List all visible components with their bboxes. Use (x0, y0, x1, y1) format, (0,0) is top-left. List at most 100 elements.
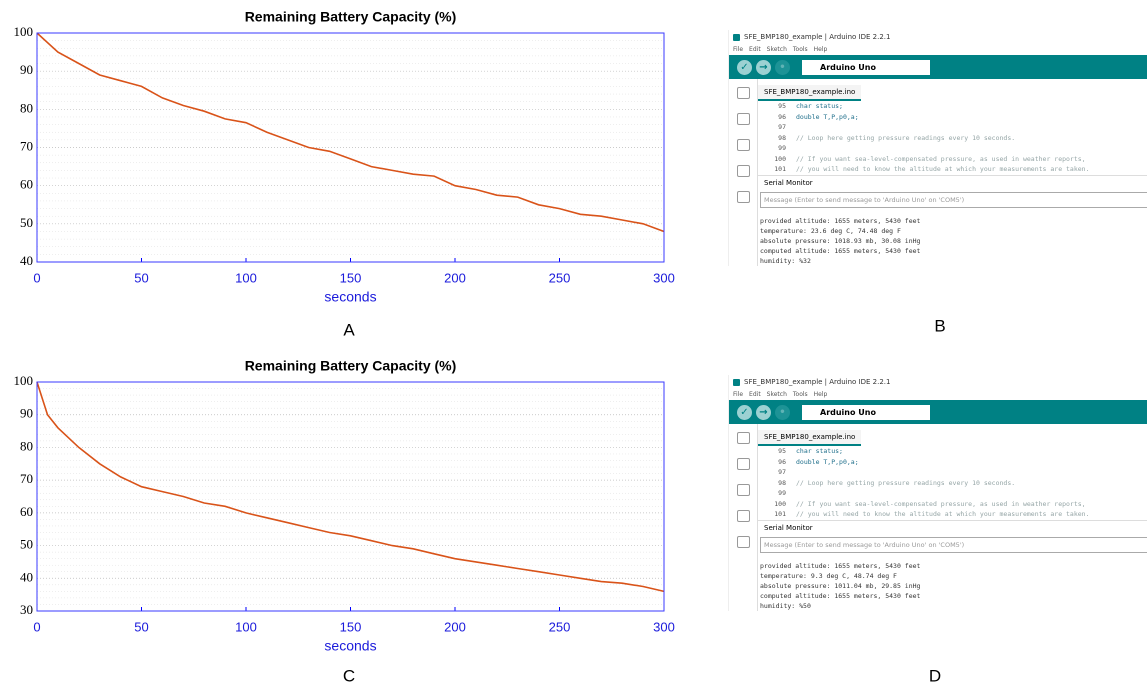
sidebar-icon (737, 191, 750, 203)
y-tick-label: 30 (20, 602, 33, 617)
output-line: temperature: 9.3 deg C, 48.74 deg F (760, 571, 1147, 581)
output-line: temperature: 23.6 deg C, 74.48 deg F (760, 226, 1147, 236)
code-text: // you will need to know the altitude at… (796, 510, 1090, 518)
code-text: char status; (796, 447, 843, 455)
code-text: // If you want sea-level-compensated pre… (796, 500, 1086, 508)
debug-button: • (775, 60, 790, 75)
serial-output: provided altitude: 1655 meters, 5430 fee… (758, 561, 1147, 611)
y-tick-label: 90 (20, 62, 33, 77)
line-number: 95 (758, 447, 786, 455)
output-line: absolute pressure: 1011.04 mb, 29.85 inH… (760, 581, 1147, 591)
sidebar (729, 79, 758, 266)
code-line: 99 (758, 143, 1147, 154)
menu-item: Edit (749, 46, 761, 53)
line-number: 96 (758, 113, 786, 121)
y-tick-label: 50 (20, 537, 33, 552)
x-axis-label: seconds (324, 638, 376, 654)
menu-item: Sketch (767, 46, 787, 53)
sidebar-icon (737, 484, 750, 496)
code-line: 97 (758, 467, 1147, 478)
code-line: 98// Loop here getting pressure readings… (758, 478, 1147, 489)
x-tick-label: 250 (549, 619, 571, 634)
x-tick-label: 50 (134, 619, 148, 634)
app-icon (733, 34, 740, 41)
menu-item: Help (814, 391, 828, 398)
code-text: double T,P,p0,a; (796, 113, 859, 121)
sidebar-icon (737, 87, 750, 99)
y-tick-label: 70 (20, 138, 33, 153)
y-tick-label: 60 (20, 504, 33, 519)
line-number: 97 (758, 123, 786, 131)
code-line: 97 (758, 122, 1147, 133)
data-line (37, 33, 664, 232)
x-tick-label: 300 (653, 619, 675, 634)
line-number: 100 (758, 155, 786, 163)
line-number: 100 (758, 500, 786, 508)
line-number: 101 (758, 165, 786, 173)
upload-button: → (756, 60, 771, 75)
verify-button: ✓ (737, 405, 752, 420)
x-tick-label: 200 (444, 270, 466, 285)
board-select: Arduino Uno (802, 405, 930, 420)
x-tick-label: 150 (340, 619, 362, 634)
code-line: 99 (758, 488, 1147, 499)
code-line: 96 double T,P,p0,a; (758, 112, 1147, 123)
line-number: 98 (758, 134, 786, 142)
verify-button: ✓ (737, 60, 752, 75)
sidebar (729, 424, 758, 611)
menu-item: Tools (793, 46, 808, 53)
code-line: 98// Loop here getting pressure readings… (758, 133, 1147, 144)
code: 95 char status; 96 double T,P,p0,a; 97 98// L… (758, 101, 1147, 175)
x-tick-label: 200 (444, 619, 466, 634)
code-text: double T,P,p0,a; (796, 458, 859, 466)
app-icon (733, 379, 740, 386)
main: SFE_BMP180_example.ino95char status;96do… (729, 424, 1147, 611)
plot-frame (37, 33, 664, 262)
menu-item: File (733, 46, 743, 53)
serial-monitor: Serial Monitor Message (Enter to send mes… (758, 175, 1147, 266)
sidebar-icon (737, 536, 750, 548)
output-line: provided altitude: 1655 meters, 5430 fee… (760, 216, 1147, 226)
window-title: SFE_BMP180_example | Arduino IDE 2.2.1 (744, 33, 890, 41)
output-line: humidity: %32 (760, 256, 1147, 266)
x-tick-label: 300 (653, 270, 675, 285)
y-tick-label: 100 (14, 373, 34, 388)
debug-button: • (775, 405, 790, 420)
x-tick-label: 0 (33, 619, 40, 634)
line-number: 97 (758, 468, 786, 476)
menu-item: Edit (749, 391, 761, 398)
serial-title: Serial Monitor (758, 521, 1147, 535)
title-bar: SFE_BMP180_example | Arduino IDE 2.2.1 (729, 375, 1147, 389)
menu-item: Tools (793, 391, 808, 398)
sidebar-icon (737, 165, 750, 177)
title-bar: SFE_BMP180_example | Arduino IDE 2.2.1 (729, 30, 1147, 44)
message-input: Message (Enter to send message to 'Ardui… (760, 192, 1147, 208)
y-tick-label: 90 (20, 406, 33, 421)
x-tick-label: 0 (33, 270, 40, 285)
output-line: computed altitude: 1655 meters, 5430 fee… (760, 591, 1147, 601)
figure: Remaining Battery Capacity (%)4050607080… (0, 0, 1147, 689)
line-number: 101 (758, 510, 786, 518)
panel-label: B (934, 316, 945, 335)
code-line: 100 // If you want sea-level-compensated … (758, 499, 1147, 510)
line-number: 95 (758, 102, 786, 110)
y-tick-label: 80 (20, 100, 33, 115)
x-tick-label: 100 (235, 270, 257, 285)
board-select: Arduino Uno (802, 60, 930, 75)
menu-item: Help (814, 46, 828, 53)
code-line: 95 char status; (758, 446, 1147, 457)
line-number: 99 (758, 489, 786, 497)
code-text: char status; (796, 102, 843, 110)
toolbar: ✓→•Arduino Uno (729, 400, 1147, 424)
code-line: 100// If you want sea-level-compensated … (758, 154, 1147, 165)
serial-title: Serial Monitor (758, 176, 1147, 190)
